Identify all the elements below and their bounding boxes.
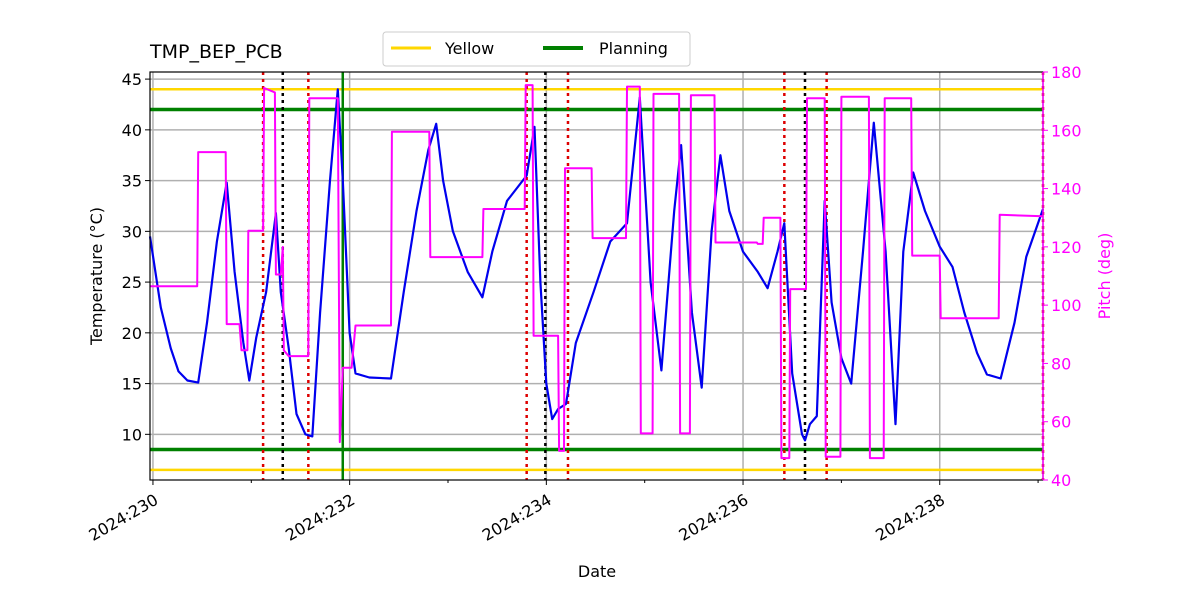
- y-axis-title: Temperature (°C): [87, 207, 106, 346]
- y2-tick-label: 100: [1051, 296, 1082, 315]
- axes-layer: 10 15 20 25 30 35 40 45 40 60 80 100 120 140 160 180 202…: [85, 63, 1081, 545]
- limit-layer: [150, 88, 1043, 472]
- legend: Yellow Planning: [382, 31, 691, 67]
- x-tick-label: 2024:236: [676, 490, 752, 545]
- x-tick-label: 2024:238: [872, 490, 948, 545]
- y2-tick-label: 60: [1051, 413, 1071, 432]
- y-tick-label: 15: [122, 375, 142, 394]
- x-axis-title: Date: [578, 562, 616, 581]
- y2-tick-label: 180: [1051, 63, 1082, 82]
- x-tick-label: 2024:230: [85, 490, 161, 545]
- x-tick-label: 2024:232: [282, 490, 358, 545]
- y2-axis-title: Pitch (deg): [1095, 233, 1114, 320]
- temperature-series-line: [148, 88, 1045, 442]
- y-tick-label: 25: [122, 273, 142, 292]
- y2-tick-label: 40: [1051, 471, 1071, 490]
- legend-label-yellow: Yellow: [444, 39, 494, 58]
- legend-frame: [382, 31, 691, 67]
- y-tick-label: 45: [122, 70, 142, 89]
- y-tick-label: 30: [122, 222, 142, 241]
- y2-tick-label: 120: [1051, 238, 1082, 257]
- x-tick-label: 2024:234: [479, 490, 555, 545]
- y2-tick-label: 80: [1051, 354, 1071, 373]
- legend-label-planning: Planning: [599, 39, 668, 58]
- y-tick-label: 40: [122, 121, 142, 140]
- series-layer: [148, 84, 1045, 460]
- y-tick-label: 10: [122, 425, 142, 444]
- y2-tick-label: 160: [1051, 121, 1082, 140]
- y-tick-label: 35: [122, 172, 142, 191]
- chart-title: TMP_BEP_PCB: [149, 41, 283, 63]
- pitch-series-line: [150, 84, 1044, 460]
- y2-tick-label: 140: [1051, 180, 1082, 199]
- y-tick-label: 20: [122, 324, 142, 343]
